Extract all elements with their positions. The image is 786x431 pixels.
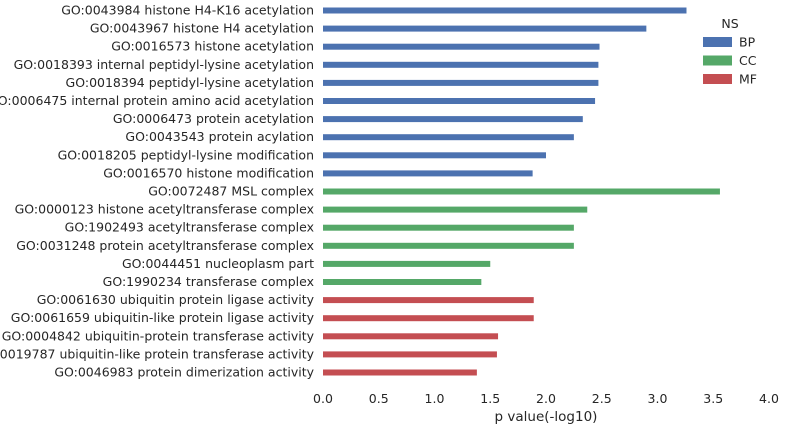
legend-label-bp: BP <box>739 35 756 50</box>
category-labels: GO:0043984 histone H4-K16 acetylation GO:… <box>0 3 315 380</box>
x-tick-label-1.5: 1.5 <box>480 391 500 406</box>
bar-6 <box>323 98 596 104</box>
bar-19 <box>323 333 499 340</box>
bar-4 <box>323 61 599 68</box>
category-label-17: GO:0061630 ubiquitin protein ligase acti… <box>37 292 315 307</box>
bar-11 <box>323 188 720 195</box>
bar-5 <box>323 79 599 86</box>
bar-3 <box>323 43 600 50</box>
category-label-19: GO:0004842 ubiquitin-protein transferase… <box>2 328 315 343</box>
bar-17 <box>323 297 534 304</box>
bar-1 <box>323 7 687 14</box>
category-label-5: GO:0018394 peptidyl-lysine acetylation <box>66 75 314 90</box>
category-label-13: GO:1902493 acetyltransferase complex <box>65 220 314 235</box>
category-label-16: GO:1990234 transferase complex <box>103 274 314 289</box>
legend-swatch-mf <box>703 74 732 84</box>
x-tick-label-3.5: 3.5 <box>703 391 723 406</box>
category-label-4: GO:0018393 internal peptidyl-lysine acet… <box>14 57 314 72</box>
category-label-3: GO:0016573 histone acetylation <box>111 39 314 54</box>
category-label-1: GO:0043984 histone H4-K16 acetylation <box>61 3 314 18</box>
category-label-9: GO:0018205 peptidyl-lysine modification <box>58 147 314 162</box>
legend-entries: BP CC MF <box>703 35 757 87</box>
category-label-20: GO:0019787 ubiquitin-like protein transf… <box>0 346 315 361</box>
x-tick-label-4.0: 4.0 <box>759 391 779 406</box>
x-axis-label: p value(-log10) <box>495 409 598 425</box>
x-tick-label-3.0: 3.0 <box>648 391 668 406</box>
bar-9 <box>323 152 546 159</box>
category-label-11: GO:0072487 MSL complex <box>148 184 314 199</box>
bar-13 <box>323 224 574 231</box>
bar-10 <box>323 170 533 177</box>
bar-20 <box>323 351 497 358</box>
category-label-2: GO:0043967 histone H4 acetylation <box>90 21 314 36</box>
category-label-10: GO:0016570 histone modification <box>103 165 314 180</box>
legend: NS BP CC MF <box>703 16 757 87</box>
x-tick-label-2.5: 2.5 <box>592 391 612 406</box>
x-tick-label-0.5: 0.5 <box>369 391 389 406</box>
x-tick-label-2.0: 2.0 <box>536 391 556 406</box>
category-label-12: GO:0000123 histone acetyltransferase com… <box>15 202 314 217</box>
bar-14 <box>323 242 574 249</box>
bar-12 <box>323 206 588 213</box>
legend-label-cc: CC <box>739 53 757 68</box>
bar-16 <box>323 279 482 285</box>
x-tick-label-1.0: 1.0 <box>425 391 445 406</box>
bar-21 <box>323 369 477 376</box>
legend-swatch-bp <box>703 37 732 47</box>
legend-swatch-cc <box>703 55 732 66</box>
legend-title: NS <box>721 16 738 31</box>
bar-18 <box>323 315 534 322</box>
category-label-8: GO:0043543 protein acylation <box>125 129 314 144</box>
category-label-7: GO:0006473 protein acetylation <box>113 111 314 126</box>
bar-8 <box>323 134 574 141</box>
category-label-15: GO:0044451 nucleoplasm part <box>122 256 314 271</box>
x-axis-ticks: 0.0 0.5 1.0 1.5 2.0 2.5 3.0 3.5 4.0 <box>313 391 779 406</box>
x-tick-label-0.0: 0.0 <box>313 391 333 406</box>
bars-group <box>323 7 720 376</box>
bar-2 <box>323 25 647 32</box>
category-label-6: GO:0006475 internal protein amino acid a… <box>0 93 314 108</box>
bar-7 <box>323 116 583 123</box>
category-label-21: GO:0046983 protein dimerization activity <box>54 365 314 380</box>
category-label-18: GO:0061659 ubiquitin-like protein ligase… <box>11 310 315 325</box>
category-label-14: GO:0031248 protein acetyltransferase com… <box>16 238 314 253</box>
legend-label-mf: MF <box>739 72 757 87</box>
bar-15 <box>323 260 491 267</box>
